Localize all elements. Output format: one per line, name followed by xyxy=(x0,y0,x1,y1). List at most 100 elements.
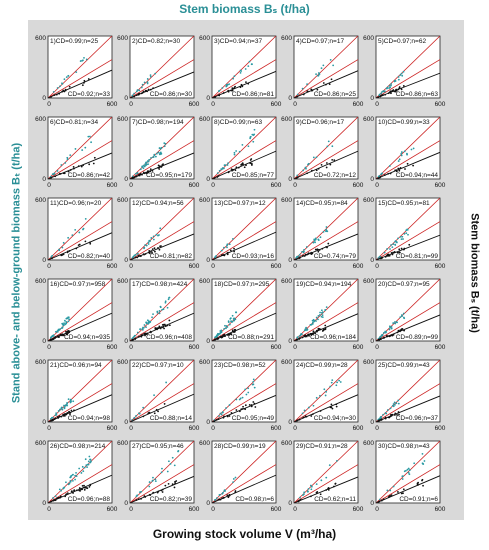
stand-biomass-point xyxy=(247,145,250,148)
stand-biomass-point xyxy=(87,463,90,466)
reference-line-1-to-1 xyxy=(212,198,276,260)
stem-biomass-point xyxy=(331,158,334,161)
stem-biomass-point xyxy=(151,251,153,254)
stand-biomass-point xyxy=(74,228,77,231)
panel-5: 600 00 600 5)CD=0.97;n=62 CD=0.86;n=63 xyxy=(363,35,446,108)
stand-biomass-point xyxy=(168,296,170,299)
stand-stat-label: 27)CD=0.95;n=46 xyxy=(132,443,184,450)
y-tick-label: 0 xyxy=(288,338,292,345)
stem-biomass-point xyxy=(248,403,251,406)
stem-fit-line xyxy=(294,313,358,341)
stand-biomass-point xyxy=(56,87,59,89)
stand-stat-label: 28)CD=0.99;n=19 xyxy=(214,443,266,450)
stand-biomass-point xyxy=(171,456,174,459)
stand-biomass-point xyxy=(52,90,55,93)
stand-biomass-point xyxy=(331,379,334,382)
stand-biomass-point xyxy=(146,78,149,80)
panel-17: 600 00 600 17)CD=0.98;n=424 CD=0.96;n=408 xyxy=(117,278,200,351)
y-tick-label: 600 xyxy=(199,197,210,204)
stand-biomass-point xyxy=(232,478,235,480)
panel-27: 600 00 600 27)CD=0.95;n=46 CD=0.82;n=39 xyxy=(117,440,200,513)
y-tick-label: 600 xyxy=(199,359,210,366)
stand-biomass-point xyxy=(390,327,393,330)
stand-biomass-point xyxy=(142,406,145,409)
stem-biomass-point xyxy=(81,485,84,487)
x-tick-label: 0 xyxy=(47,344,51,351)
stand-biomass-point xyxy=(403,470,406,473)
panel-plot-area xyxy=(376,36,440,98)
stem-biomass-point xyxy=(335,405,338,408)
stand-biomass-point xyxy=(303,250,305,253)
stand-biomass-point xyxy=(299,496,301,499)
stand-biomass-point xyxy=(386,489,389,492)
stand-biomass-point xyxy=(155,233,158,236)
stem-stat-label: CD=0.91;n=6 xyxy=(399,496,438,503)
x-tick-label: 0 xyxy=(375,425,379,432)
reference-line-lower xyxy=(376,140,440,179)
stand-biomass-point xyxy=(397,76,400,78)
stand-biomass-point xyxy=(384,412,387,414)
stand-biomass-point xyxy=(317,239,320,242)
y-tick-label: 0 xyxy=(370,257,374,264)
y-tick-label: 600 xyxy=(363,116,374,123)
stand-biomass-point xyxy=(69,400,72,402)
x-tick-label: 600 xyxy=(271,263,282,270)
stand-biomass-point xyxy=(394,240,397,243)
stand-biomass-point xyxy=(402,312,405,315)
stand-biomass-point xyxy=(165,381,168,384)
y-tick-label: 600 xyxy=(35,278,46,285)
stand-biomass-point xyxy=(397,78,400,81)
stand-biomass-point xyxy=(310,488,313,491)
reference-line-1-to-1 xyxy=(48,36,112,98)
stand-biomass-point xyxy=(244,68,247,70)
stand-biomass-point xyxy=(228,323,231,326)
reference-line-1-to-1 xyxy=(376,279,440,341)
stem-biomass-point xyxy=(88,163,91,166)
stand-biomass-point xyxy=(51,334,54,337)
stem-biomass-point xyxy=(250,158,253,160)
panel-plot-area xyxy=(130,441,194,503)
stem-fit-line xyxy=(376,72,440,98)
stand-biomass-point xyxy=(303,409,306,412)
stand-biomass-point xyxy=(302,169,305,172)
stand-biomass-point xyxy=(65,322,68,325)
stand-biomass-point xyxy=(399,316,402,318)
stand-biomass-point xyxy=(408,469,411,471)
stand-biomass-point xyxy=(244,388,247,391)
stand-biomass-point xyxy=(141,165,144,168)
stand-biomass-point xyxy=(218,494,221,496)
panel-plot-area xyxy=(48,198,112,260)
stand-biomass-point xyxy=(302,493,305,496)
y-tick-label: 0 xyxy=(206,176,210,183)
x-tick-label: 600 xyxy=(271,506,282,513)
stand-biomass-point xyxy=(392,322,395,324)
stand-stat-label: 4)CD=0.97;n=17 xyxy=(296,38,344,45)
panel-19: 600 00 600 19)CD=0.94;n=194 CD=0.96;n=184 xyxy=(281,278,364,351)
stem-biomass-point xyxy=(312,330,315,333)
stand-biomass-point xyxy=(392,405,395,408)
stand-biomass-point xyxy=(86,466,89,469)
stand-biomass-point xyxy=(228,243,231,246)
panel-20: 600 00 600 20)CD=0.97;n=95 CD=0.89;n=99 xyxy=(363,278,446,351)
panel-2: 600 00 600 2)CD=0.82;n=30 CD=0.86;n=30 xyxy=(117,35,200,108)
stand-biomass-point xyxy=(148,485,151,488)
stand-biomass-point xyxy=(327,140,330,143)
stand-stat-label: 25)CD=0.99;n=43 xyxy=(378,362,430,369)
stand-biomass-point xyxy=(403,317,406,320)
stand-biomass-point xyxy=(388,84,391,87)
stem-biomass-point xyxy=(83,79,86,82)
stand-biomass-point xyxy=(232,318,235,320)
stand-biomass-point xyxy=(177,450,179,453)
stand-biomass-point xyxy=(158,310,161,312)
stand-biomass-point xyxy=(232,481,235,484)
y-tick-label: 600 xyxy=(281,116,292,123)
stand-biomass-point xyxy=(320,479,323,482)
stem-stat-label: CD=0.86;n=42 xyxy=(68,172,111,179)
stand-biomass-point xyxy=(325,230,327,233)
stand-biomass-point xyxy=(222,167,225,170)
x-tick-label: 600 xyxy=(189,263,200,270)
stem-biomass-point xyxy=(153,250,156,253)
reference-line-lower xyxy=(48,383,112,422)
stem-biomass-point xyxy=(226,253,229,256)
stand-stat-label: 24)CD=0.99;n=28 xyxy=(296,362,348,369)
